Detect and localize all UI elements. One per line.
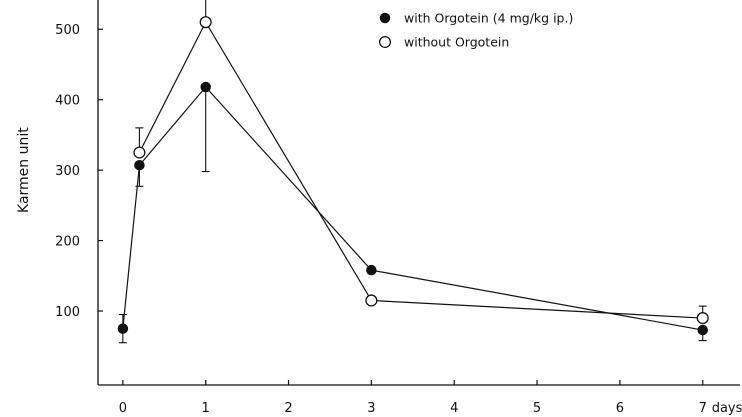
data-point xyxy=(200,81,211,93)
data-point xyxy=(134,159,145,171)
series-group xyxy=(117,0,709,344)
y-tick-label: 100 xyxy=(55,305,80,320)
y-tick-label: 200 xyxy=(55,235,80,250)
series-1 xyxy=(133,0,709,325)
x-tick-label: 7 xyxy=(699,401,707,416)
x-tick-label: 1 xyxy=(202,401,210,416)
x-tick-label: 4 xyxy=(450,401,458,416)
y-tick-label: 300 xyxy=(55,164,80,179)
x-tick-label: 6 xyxy=(616,401,624,416)
legend: with Orgotein (4 mg/kg ip.) without Orgot… xyxy=(378,11,573,50)
y-tick-label: 500 xyxy=(55,23,80,38)
data-point xyxy=(365,294,378,307)
data-point xyxy=(697,324,708,336)
series-line xyxy=(138,20,703,319)
x-tick-label: 2 xyxy=(284,401,292,416)
legend-marker xyxy=(379,12,391,24)
data-point xyxy=(696,312,709,325)
legend-label: with Orgotein (4 mg/kg ip.) xyxy=(404,11,573,26)
y-tick-label: 400 xyxy=(55,94,80,109)
data-point xyxy=(366,264,377,276)
data-point xyxy=(117,323,129,334)
axes: 0 1 2 3 4 5 6 7 days 100 200 300 400 500 Karmen unit xyxy=(16,0,742,416)
x-unit-label: days xyxy=(712,401,742,416)
x-tick-label: 0 xyxy=(119,401,127,416)
legend-label: without Orgotein xyxy=(404,35,509,50)
data-point xyxy=(199,16,212,29)
data-point xyxy=(133,146,146,159)
series-0 xyxy=(117,81,708,344)
x-tick-label: 5 xyxy=(533,401,541,416)
x-tick-label: 3 xyxy=(367,401,375,416)
y-axis-title: Karmen unit xyxy=(16,127,32,213)
series-line xyxy=(122,86,703,331)
legend-marker xyxy=(378,35,392,49)
